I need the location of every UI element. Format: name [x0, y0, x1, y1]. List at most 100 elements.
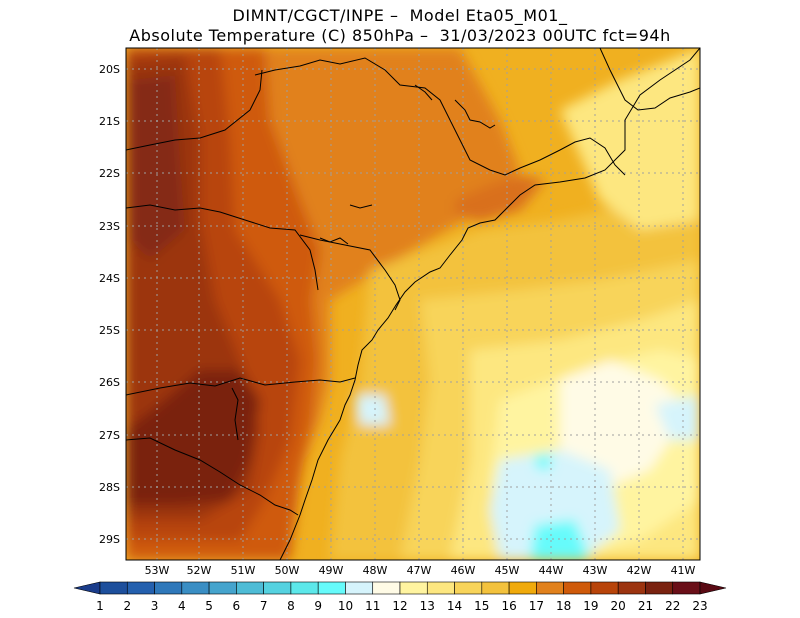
colorbar-swatch	[563, 581, 592, 595]
lon-tick-label: 52W	[187, 564, 212, 577]
colorbar-swatch	[426, 581, 455, 595]
colorbar-swatch	[345, 581, 374, 595]
field-11c	[655, 395, 700, 440]
colorbar-swatch	[73, 581, 101, 595]
colorbar-swatch	[454, 581, 483, 595]
colorbar-swatch	[181, 581, 210, 595]
colorbar-label: 11	[365, 599, 380, 613]
border-ms-pr	[126, 204, 319, 291]
border-sp-pr	[299, 234, 401, 311]
colorbar-label: 19	[583, 599, 598, 613]
colorbar-label: 7	[260, 599, 268, 613]
lat-tick-label: 29S	[99, 533, 120, 546]
colorbar-swatch	[617, 581, 646, 595]
lon-tick-label: 48W	[363, 564, 388, 577]
lat-tick-label: 28S	[99, 481, 120, 494]
colorbar-swatch	[672, 581, 701, 595]
colorbar-swatch	[263, 581, 292, 595]
colorbar-label: 13	[420, 599, 435, 613]
lon-tick-label: 53W	[145, 564, 170, 577]
lat-tick-label: 26S	[99, 376, 120, 389]
border-mg-es	[599, 48, 700, 111]
border-goias	[126, 69, 263, 151]
field-10b	[535, 455, 552, 470]
colorbar-label: 12	[392, 599, 407, 613]
colorbar-label: 22	[665, 599, 680, 613]
chart-title-line-1: DIMNT/CGCT/INPE – Model Eta05_M01_	[232, 6, 568, 25]
colorbar-swatch	[317, 581, 346, 595]
colorbar-label: 20	[611, 599, 626, 613]
colorbar-label: 15	[474, 599, 489, 613]
lat-tick-label: 25S	[99, 324, 120, 337]
colorbar-label: 2	[123, 599, 131, 613]
colorbar-label: 9	[314, 599, 322, 613]
colorbar-swatch	[236, 581, 264, 595]
lon-tick-label: 46W	[451, 564, 476, 577]
colorbar-swatch	[126, 581, 155, 595]
colorbar-swatch	[399, 581, 428, 595]
colorbar-swatch	[699, 581, 727, 595]
reservoir-2	[349, 204, 373, 209]
colorbar-label: 10	[338, 599, 353, 613]
colorbar-swatch	[208, 581, 237, 595]
colorbar-swatch	[481, 581, 510, 595]
lon-tick-label: 50W	[275, 564, 300, 577]
border-sc-rs	[126, 437, 299, 516]
colorbar-swatch	[99, 581, 128, 595]
coastline	[279, 48, 700, 560]
field-11b	[355, 395, 390, 425]
field-14	[560, 48, 700, 230]
lat-tick-label: 23S	[99, 220, 120, 233]
colorbar-label: 3	[151, 599, 159, 613]
field-22	[126, 370, 260, 505]
reservoir-4	[414, 84, 433, 101]
colorbar-label: 23	[692, 599, 707, 613]
field-18b	[455, 175, 545, 222]
lon-tick-label: 47W	[407, 564, 432, 577]
colorbar-swatch	[645, 581, 674, 595]
lat-tick-label: 24S	[99, 272, 120, 285]
colorbar-label: 1	[96, 599, 104, 613]
lon-tick-label: 44W	[539, 564, 564, 577]
lon-tick-label: 42W	[627, 564, 652, 577]
colorbar-label: 21	[638, 599, 653, 613]
lat-tick-label: 22S	[99, 167, 120, 180]
lat-axis: 20S 21S 22S 23S 24S 25S 26S 27S 28S 29S	[99, 63, 120, 546]
map-frame	[125, 47, 701, 561]
border-paraguay	[231, 387, 239, 441]
lat-tick-label: 20S	[99, 63, 120, 76]
colorbar: 1 2 3 4 5 6 7 8 9 10 11 12 13 14 15 16 17 18 19 20 21 22 23	[73, 581, 727, 613]
lat-tick-label: 27S	[99, 429, 120, 442]
colorbar-swatch	[372, 581, 401, 595]
lon-tick-label: 49W	[319, 564, 344, 577]
temperature-field	[126, 48, 700, 560]
colorbar-label: 4	[178, 599, 186, 613]
colorbar-label: 17	[529, 599, 544, 613]
lat-tick-label: 21S	[99, 115, 120, 128]
border-pr-sc	[126, 377, 356, 396]
reservoir-1	[454, 99, 496, 129]
colorbar-swatch	[154, 581, 183, 595]
lon-tick-label: 45W	[495, 564, 520, 577]
field-10	[530, 520, 590, 560]
colorbar-swatch	[590, 581, 619, 595]
colorbar-swatch	[290, 581, 319, 595]
colorbar-label: 18	[556, 599, 571, 613]
colorbar-label: 8	[287, 599, 295, 613]
reservoir-3	[319, 237, 349, 245]
colorbar-label: 14	[447, 599, 462, 613]
graticule	[126, 48, 700, 560]
colorbar-label: 5	[205, 599, 213, 613]
border-sp-mg	[254, 57, 626, 176]
boundaries	[126, 48, 700, 560]
field-11	[490, 450, 620, 560]
colorbar-swatch	[508, 581, 537, 595]
colorbar-label: 16	[501, 599, 516, 613]
lon-axis: 53W 52W 51W 50W 49W 48W 47W 46W 45W 44W …	[145, 564, 696, 577]
field-12	[560, 360, 690, 490]
chart-title-line-2: Absolute Temperature (C) 850hPa – 31/03/…	[129, 26, 671, 45]
colorbar-label: 6	[233, 599, 241, 613]
colorbar-swatch	[536, 581, 564, 595]
field-22b	[130, 75, 185, 260]
